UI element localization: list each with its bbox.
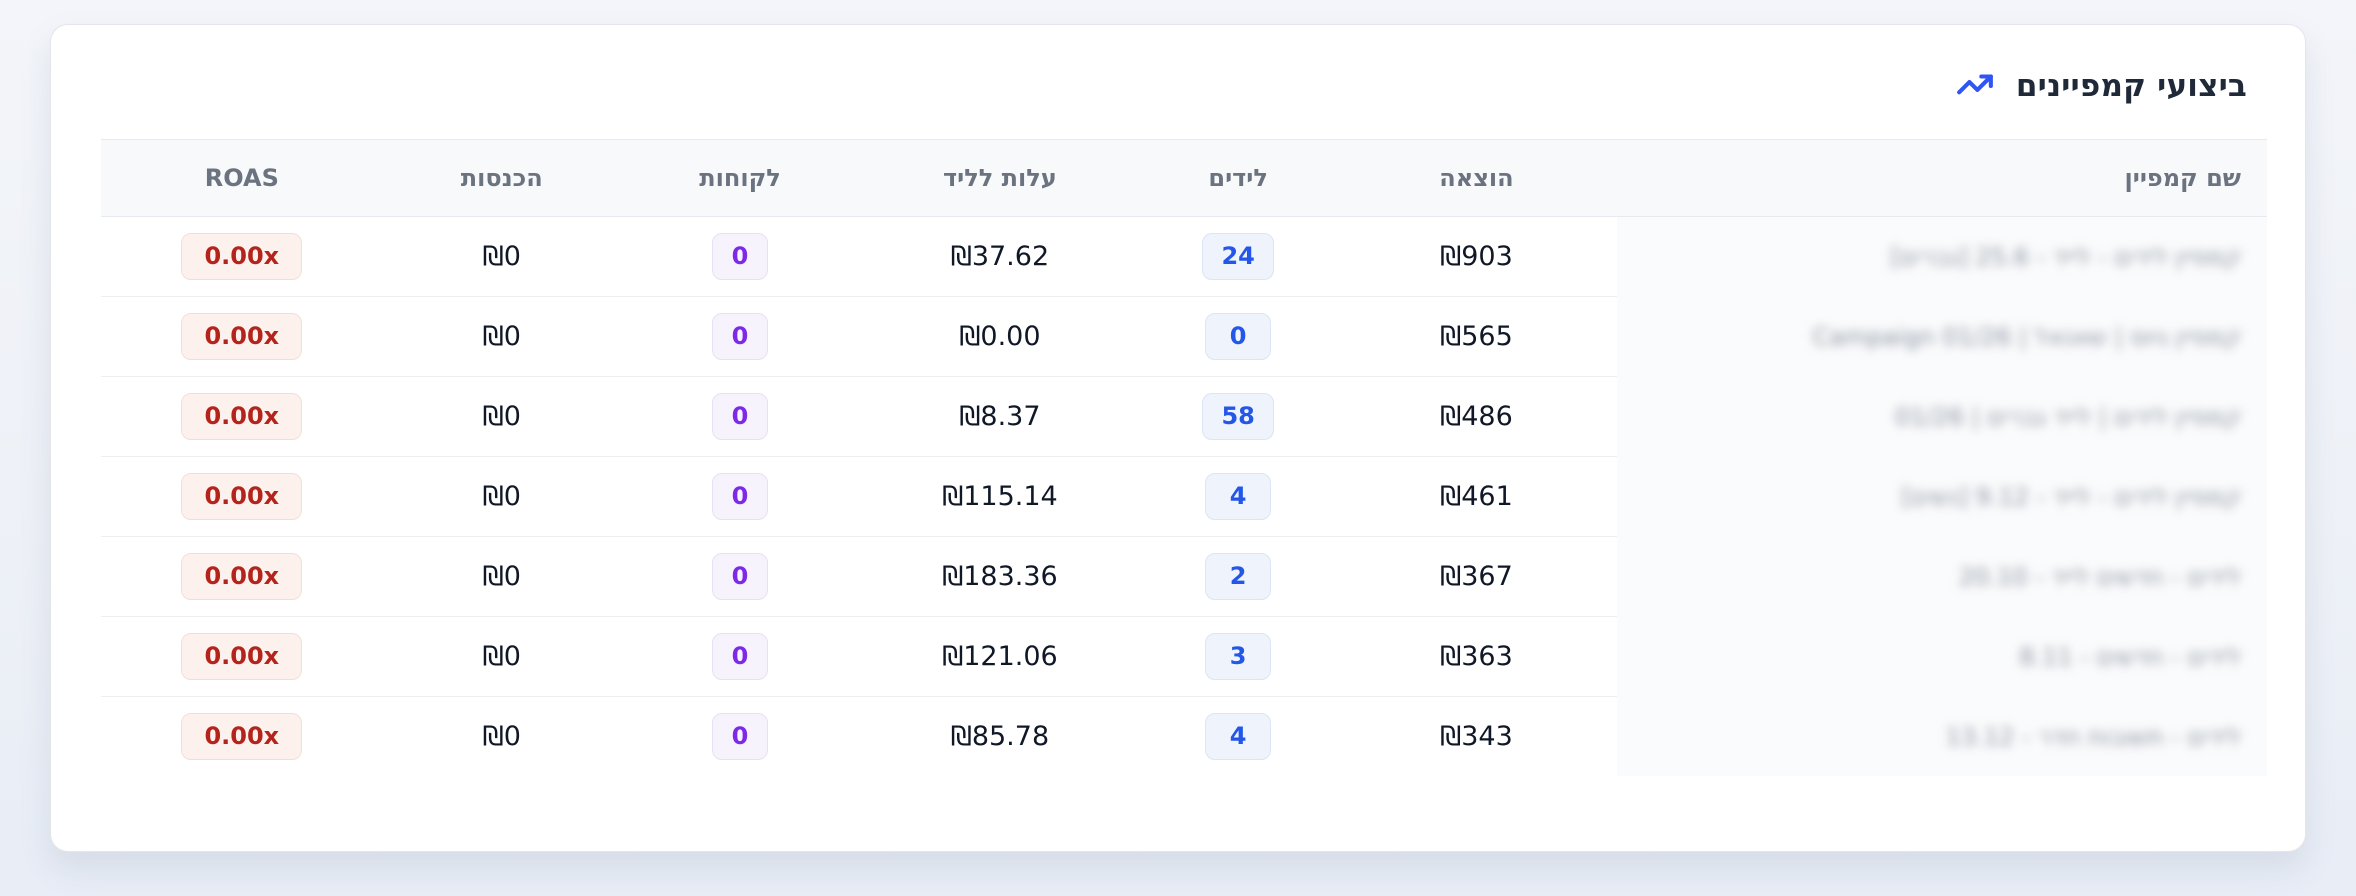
- roas-cell: 0.00x: [101, 616, 383, 697]
- roas-cell: 0.00x: [101, 697, 383, 777]
- campaign-name-cell: קמפיין גיוס | שאנאל | Campaign 01/26: [1617, 296, 2267, 377]
- revenue-cell: ₪0: [382, 296, 621, 377]
- customers-cell: 0: [621, 697, 859, 777]
- spend-cell: ₪903: [1335, 216, 1618, 297]
- revenue-cell: ₪0: [482, 721, 521, 752]
- leads-cell: 24: [1140, 216, 1336, 297]
- table-row: לידים - תשובות חדר - 13.12 ₪343 4 ₪85.78…: [101, 696, 2267, 777]
- campaign-name-cell: לידים - חדשים - 8.11: [1617, 616, 2267, 697]
- leads-badge: 0: [1205, 313, 1272, 360]
- customers-badge: 0: [711, 473, 768, 520]
- customers-cell: 0: [620, 616, 860, 697]
- customers-cell: 0: [620, 216, 860, 297]
- table-row: קמפיין לידים | לייד גברים | 01/26 ₪486 5…: [101, 376, 2267, 457]
- table-row: לידים - חדשים לייד - 20.10 ₪367 2 ₪183.3…: [101, 536, 2267, 617]
- roas-badge: 0.00x: [181, 233, 303, 280]
- campaign-name-blurred: קמפיין לידים - לייד - 9.12 [נשים]: [1901, 483, 2241, 511]
- column-header-leads: לידים: [1140, 139, 1336, 217]
- cost-per-lead-cell: ₪37.62: [859, 216, 1141, 297]
- page-title: ביצועי קמפיינים: [2015, 68, 2247, 104]
- column-header-revenue: הכנסות: [382, 139, 621, 217]
- customers-badge: 0: [711, 393, 768, 440]
- leads-cell: 4: [1141, 697, 1336, 777]
- card-header: ביצועי קמפיינים: [51, 25, 2305, 139]
- cost-per-lead-cell: ₪121.06: [859, 616, 1141, 697]
- revenue-cell: ₪0: [382, 616, 621, 697]
- revenue-cell: ₪0: [382, 536, 621, 617]
- roas-cell: 0.00x: [101, 296, 383, 377]
- campaign-name-blurred: קמפיין לידים | לייד גברים | 01/26: [1894, 403, 2241, 431]
- leads-badge: 58: [1202, 393, 1274, 440]
- customers-cell: 0: [620, 456, 860, 537]
- leads-cell: 0: [1140, 296, 1336, 377]
- customers-badge: 0: [711, 313, 768, 360]
- campaign-name-cell: קמפיין לידים | לייד גברים | 01/26: [1617, 376, 2267, 457]
- customers-badge: 0: [711, 553, 768, 600]
- column-header-customers: לקוחות: [620, 139, 860, 217]
- customers-cell: 0: [620, 296, 860, 377]
- customers-cell: 0: [620, 536, 860, 617]
- roas-cell: 0.00x: [101, 536, 383, 617]
- campaign-name-cell: קמפיין לידים - לייד - 9.12 [נשים]: [1617, 456, 2267, 537]
- roas-cell: 0.00x: [101, 376, 383, 457]
- revenue-cell: ₪0: [382, 456, 621, 537]
- column-header-cost-per-lead: עלות לליד: [859, 139, 1141, 217]
- campaign-name-blurred: קמפיין גיוס | שאנאל | Campaign 01/26: [1812, 323, 2241, 351]
- table-row: לידים - חדשים - 8.11 ₪363 3 ₪121.06 0 ₪0…: [101, 616, 2267, 697]
- campaign-name-blurred: לידים - תשובות חדר - 13.12: [1945, 722, 2241, 751]
- campaign-name-cell: לידים - חדשים לייד - 20.10: [1617, 536, 2267, 617]
- campaign-performance-card: ביצועי קמפיינים שם קמפיין הוצאה לידים על…: [50, 24, 2306, 852]
- revenue-cell: ₪0: [382, 216, 621, 297]
- leads-badge: 4: [1205, 713, 1272, 760]
- cost-per-lead-cell: ₪115.14: [859, 456, 1141, 537]
- roas-cell: 0.00x: [101, 456, 383, 537]
- leads-cell: 3: [1140, 616, 1336, 697]
- leads-cell: 58: [1140, 376, 1336, 457]
- column-header-campaign-name: שם קמפיין: [1617, 139, 2267, 217]
- table-row: קמפיין גיוס | שאנאל | Campaign 01/26 ₪56…: [101, 296, 2267, 377]
- campaign-name-blurred: קמפיין לידים - לייד - 25.6 [גברים]: [1890, 243, 2241, 272]
- roas-badge: 0.00x: [181, 633, 303, 680]
- customers-badge: 0: [711, 713, 768, 760]
- cost-per-lead-cell: ₪183.36: [859, 536, 1141, 617]
- campaign-name-blurred: לידים - חדשים - 8.11: [2019, 643, 2241, 671]
- campaign-name-cell: קמפיין לידים - לייד - 25.6 [גברים]: [1617, 216, 2267, 297]
- table-row: קמפיין לידים - לייד - 9.12 [נשים] ₪461 4…: [101, 456, 2267, 537]
- spend-cell: ₪343: [1440, 721, 1513, 752]
- spend-cell: ₪367: [1335, 536, 1618, 617]
- spend-cell: ₪363: [1335, 616, 1618, 697]
- campaigns-table-wrap: שם קמפיין הוצאה לידים עלות לליד לקוחות ה…: [51, 139, 2305, 776]
- leads-cell: 2: [1140, 536, 1336, 617]
- campaigns-table: שם קמפיין הוצאה לידים עלות לליד לקוחות ה…: [101, 139, 2267, 776]
- spend-cell: ₪461: [1335, 456, 1618, 537]
- customers-cell: 0: [620, 376, 860, 457]
- leads-badge: 2: [1205, 553, 1272, 600]
- cost-per-lead-cell: ₪0.00: [859, 296, 1141, 377]
- cost-per-lead-cell: ₪8.37: [859, 376, 1141, 457]
- campaign-name-cell: לידים - תשובות חדר - 13.12: [1617, 696, 2267, 776]
- leads-cell: 4: [1140, 456, 1336, 537]
- campaign-name-blurred: לידים - חדשים לייד - 20.10: [1958, 563, 2241, 591]
- revenue-cell: ₪0: [382, 376, 621, 457]
- leads-badge: 24: [1202, 233, 1274, 280]
- table-header-row: שם קמפיין הוצאה לידים עלות לליד לקוחות ה…: [101, 139, 2267, 217]
- customers-badge: 0: [711, 633, 768, 680]
- roas-badge: 0.00x: [181, 553, 303, 600]
- roas-cell: 0.00x: [101, 216, 383, 297]
- spend-cell: ₪486: [1335, 376, 1618, 457]
- customers-badge: 0: [711, 233, 768, 280]
- trending-up-icon: [1952, 67, 1998, 105]
- column-header-spend: הוצאה: [1335, 139, 1618, 217]
- roas-badge: 0.00x: [181, 313, 303, 360]
- spend-cell: ₪565: [1335, 296, 1618, 377]
- roas-badge: 0.00x: [181, 393, 303, 440]
- roas-badge: 0.00x: [181, 473, 303, 520]
- roas-badge: 0.00x: [181, 713, 303, 760]
- cost-per-lead-cell: ₪85.78: [950, 721, 1050, 752]
- table-row: קמפיין לידים - לייד - 25.6 [גברים] ₪903 …: [101, 216, 2267, 297]
- leads-badge: 4: [1205, 473, 1272, 520]
- column-header-roas: ROAS: [101, 139, 383, 217]
- leads-badge: 3: [1205, 633, 1272, 680]
